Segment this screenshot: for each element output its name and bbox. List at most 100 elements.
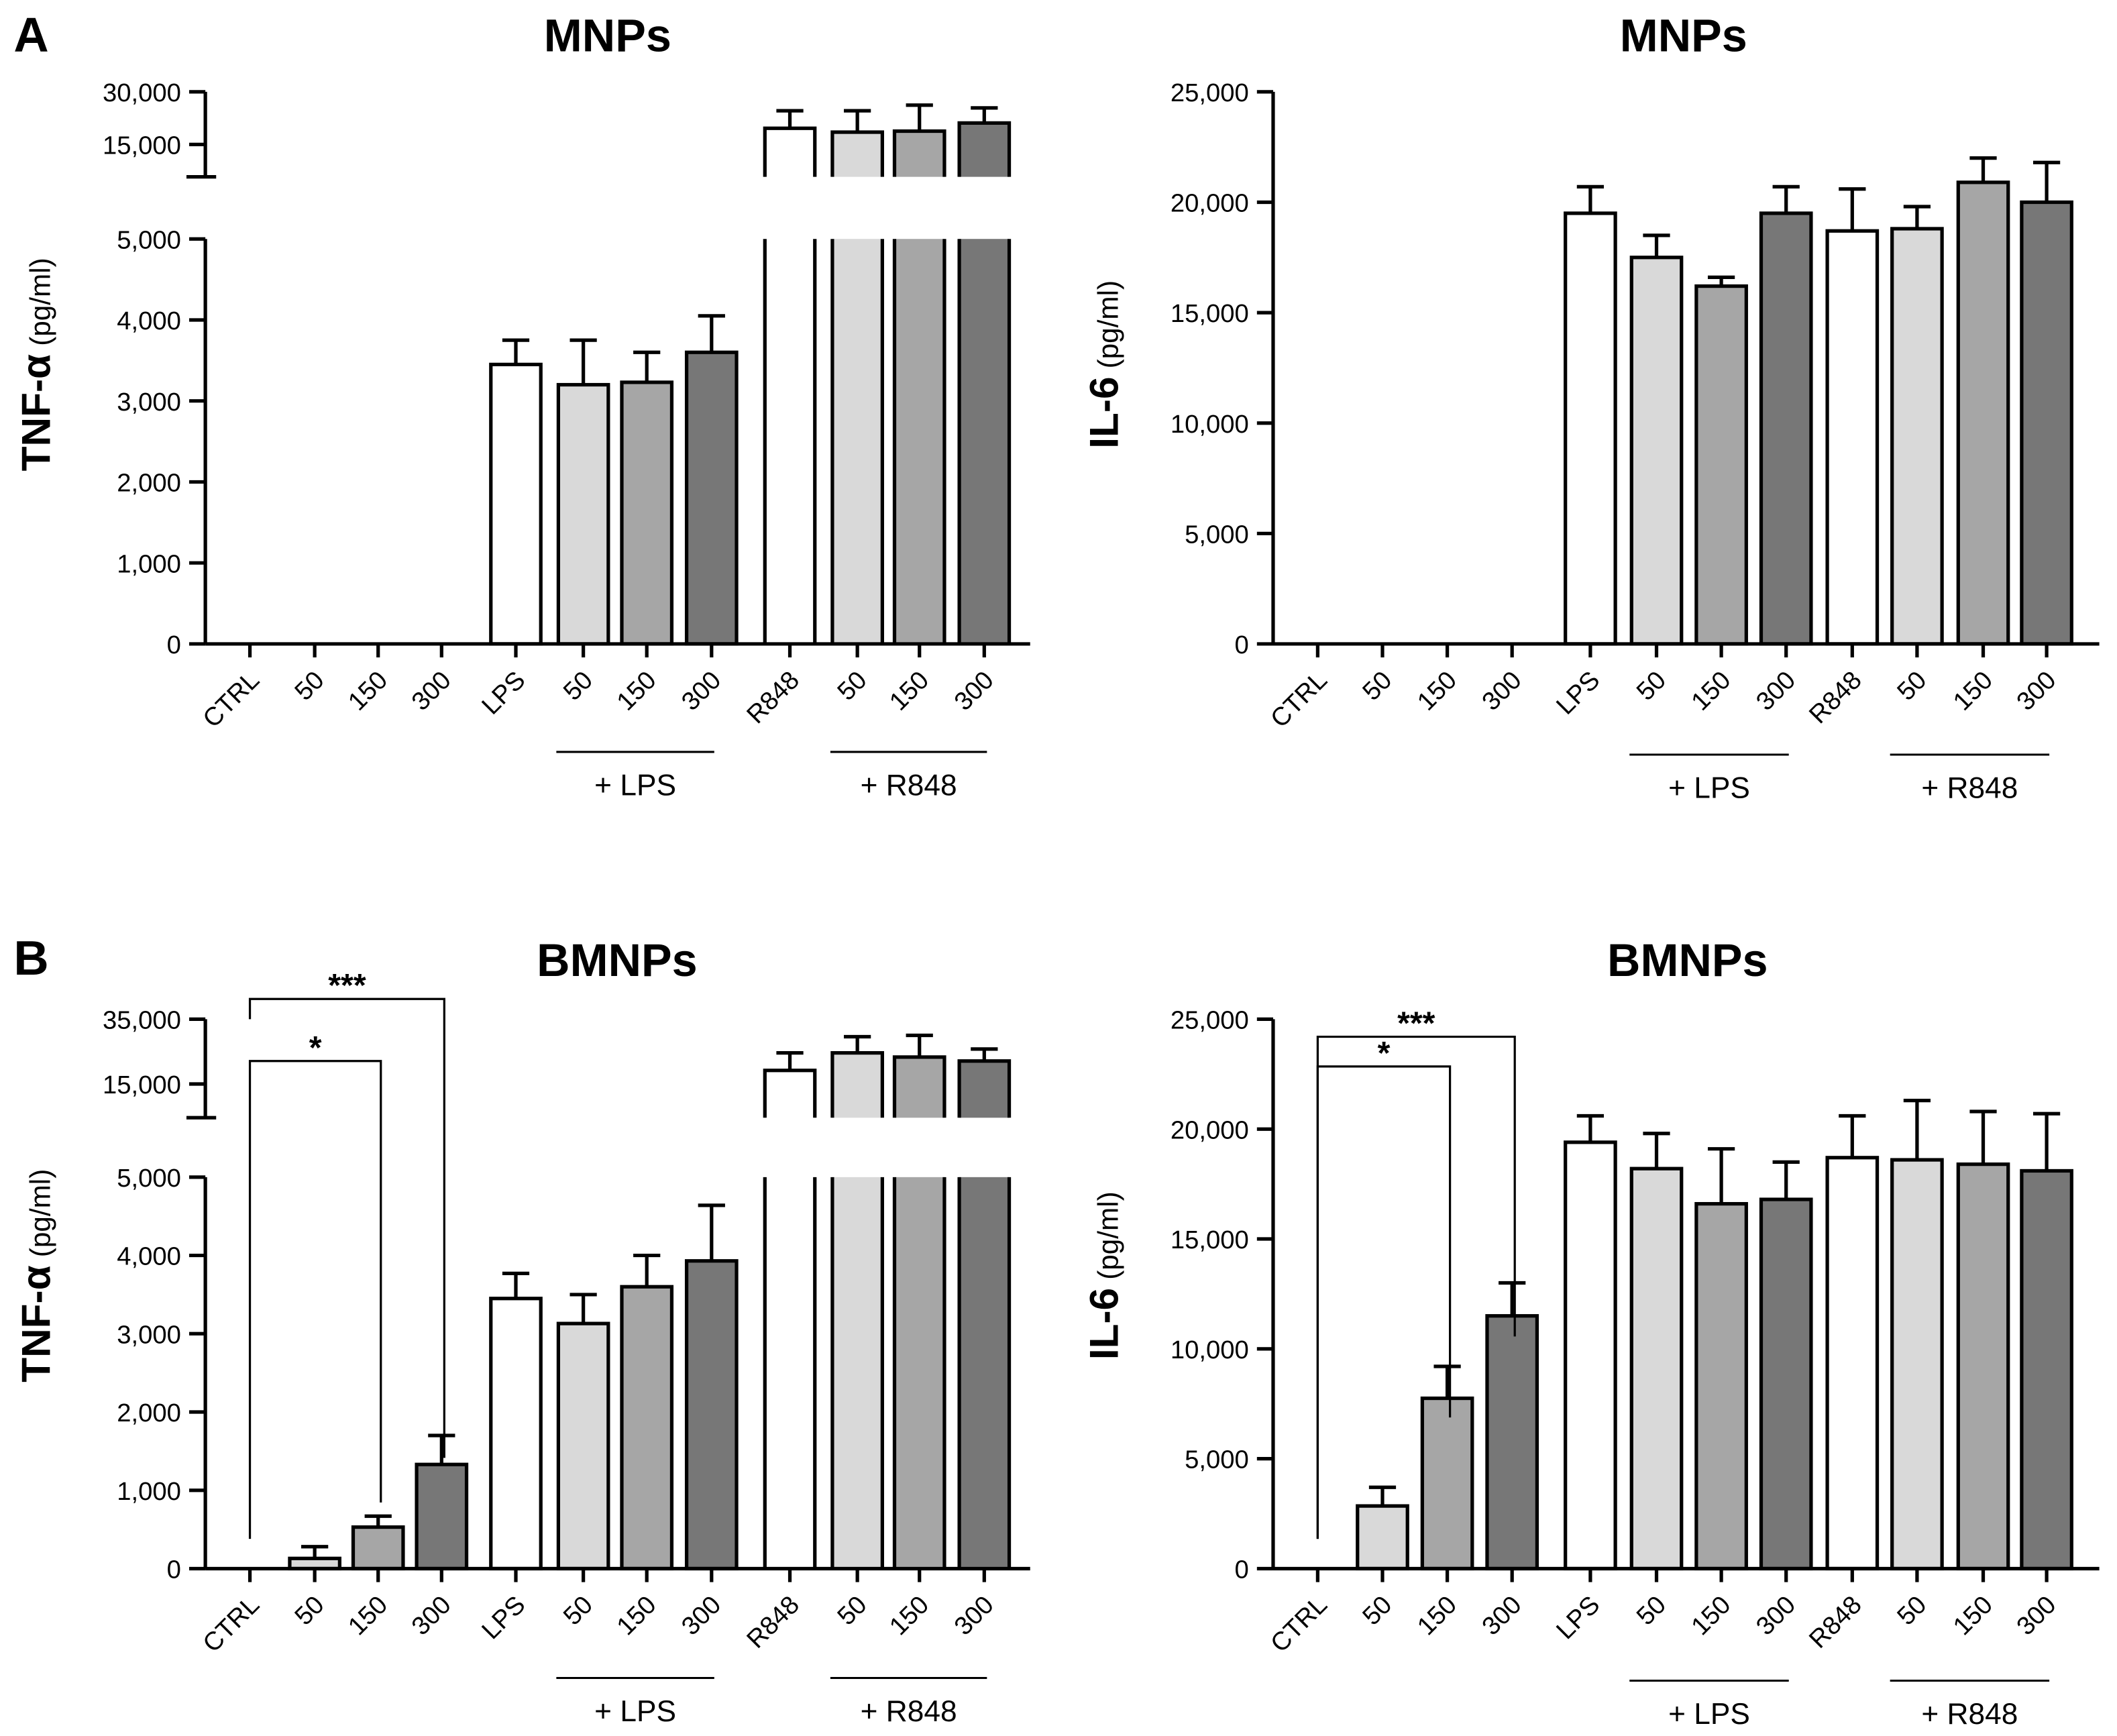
bar xyxy=(1629,256,1684,646)
x-tick-label: 150 xyxy=(884,1590,935,1641)
group-label: + LPS xyxy=(1668,771,1750,804)
x-tick-label: R848 xyxy=(1804,1590,1867,1654)
bar-upper-segment xyxy=(832,132,883,177)
bar-upper-segment xyxy=(765,128,815,177)
x-tick-label: 300 xyxy=(948,1590,999,1641)
error-bar xyxy=(776,109,804,129)
y-tick-label: 15,000 xyxy=(1171,1226,1249,1254)
error-bar xyxy=(1368,1485,1397,1507)
bar xyxy=(620,380,674,646)
y-tick-label: 3,000 xyxy=(117,388,181,417)
bar xyxy=(1890,227,1944,646)
bar xyxy=(1694,1201,1748,1571)
x-tick-label: 300 xyxy=(406,1590,457,1641)
y-tick-label: 5,000 xyxy=(1185,1446,1249,1474)
y-axis-label-main: IL-6 xyxy=(1081,376,1127,448)
error-bar xyxy=(776,1051,804,1071)
y-tick-label: 1,000 xyxy=(117,1477,181,1506)
x-tick-label: 50 xyxy=(558,1590,598,1631)
y-tick-label: 25,000 xyxy=(1171,78,1249,107)
bar-lower-segment xyxy=(765,1177,815,1569)
x-tick-label: 50 xyxy=(1631,1590,1672,1631)
bar xyxy=(556,382,610,646)
x-tick-label: 50 xyxy=(289,1590,329,1631)
error-bar xyxy=(971,1047,998,1061)
bar-upper-segment xyxy=(959,123,1010,177)
y-tick-label: 30,000 xyxy=(103,78,181,107)
x-tick-label: LPS xyxy=(1551,1590,1605,1645)
bar-lower-edge xyxy=(892,239,946,644)
bar-upper-segment xyxy=(765,1070,815,1118)
error-bar xyxy=(1772,1160,1800,1200)
chart-b-tnf-bmnps: B BMNPs TNF-α (pg/ml) 0 1,000 2,000 3,000 4,000 5… xyxy=(13,931,1030,1728)
x-tick-label: CTRL xyxy=(197,665,265,733)
y-axis-label-main: IL-6 xyxy=(1081,1288,1127,1360)
x-tick-label: 150 xyxy=(1686,1590,1737,1641)
bar-lower-edge xyxy=(763,1177,817,1569)
chart-title: MNPs xyxy=(1620,10,1747,61)
x-tick-label: 150 xyxy=(1686,665,1737,716)
bar xyxy=(1759,1197,1813,1571)
error-bar xyxy=(698,314,725,353)
chart-title: MNPs xyxy=(544,10,671,61)
y-axis-label: TNF-α (pg/ml) xyxy=(13,1169,59,1382)
x-tick-label: R848 xyxy=(741,1590,805,1654)
bar xyxy=(489,362,543,646)
error-bar xyxy=(1707,1147,1735,1204)
bar xyxy=(1564,1140,1617,1571)
y-tick-label: 2,000 xyxy=(117,469,181,498)
x-tick-label: 150 xyxy=(611,1590,662,1641)
group-label: + LPS xyxy=(1668,1698,1750,1731)
error-bar xyxy=(844,1034,871,1053)
error-bar xyxy=(698,1203,725,1261)
bar-lower-edge xyxy=(830,1177,884,1569)
x-tick-label: CTRL xyxy=(1265,1590,1333,1658)
error-bar xyxy=(1969,156,1997,182)
y-tick-label: 1,000 xyxy=(117,549,181,578)
bar xyxy=(415,1462,469,1571)
y-axis-label: TNF-α (pg/ml) xyxy=(13,258,59,471)
y-axis-label-unit: (pg/ml) xyxy=(1093,1191,1124,1279)
error-bar xyxy=(1839,187,1866,231)
y-tick-label: 25,000 xyxy=(1171,1006,1249,1034)
bar xyxy=(1956,180,2010,646)
error-bar xyxy=(502,1271,530,1299)
y-axis-label-main: TNF-α xyxy=(13,1265,59,1382)
x-tick-label: 300 xyxy=(406,665,457,716)
chart-title: BMNPs xyxy=(537,935,697,986)
bar-upper-segment xyxy=(832,1052,883,1118)
error-bar xyxy=(1969,1109,1997,1164)
x-tick-label: 150 xyxy=(1412,665,1463,716)
group-label: + R848 xyxy=(1921,1698,2018,1731)
bar-lower-edge xyxy=(892,1177,946,1569)
bar-lower-segment xyxy=(832,1177,883,1569)
error-bar xyxy=(428,1433,455,1465)
x-tick-label: CTRL xyxy=(197,1590,265,1658)
error-bar xyxy=(1903,205,1931,229)
error-bar xyxy=(844,109,871,133)
bar-lower-segment xyxy=(959,239,1010,644)
panel-label: B xyxy=(13,931,48,985)
error-bar xyxy=(1643,1132,1670,1169)
bar-upper-segment xyxy=(894,1056,944,1118)
bar-lower-edge xyxy=(830,239,884,644)
y-tick-label: 20,000 xyxy=(1171,189,1249,218)
x-tick-label: 50 xyxy=(1892,1590,1932,1631)
group-label: + R848 xyxy=(861,769,957,802)
x-tick-label: R848 xyxy=(741,665,805,729)
error-bar xyxy=(1772,184,1800,213)
x-tick-label: 300 xyxy=(1476,1590,1527,1641)
x-tick-label: 150 xyxy=(343,1590,394,1641)
panel-label: A xyxy=(13,7,48,62)
y-tick-label: 35,000 xyxy=(103,1006,181,1034)
bar xyxy=(684,350,739,646)
y-tick-label: 0 xyxy=(1234,1556,1248,1584)
error-bar xyxy=(1433,1364,1461,1399)
group-label: + LPS xyxy=(594,769,676,802)
bar xyxy=(1825,1156,1880,1571)
x-tick-label: LPS xyxy=(476,1590,531,1645)
chart-title: BMNPs xyxy=(1607,935,1768,986)
significance-bracket xyxy=(248,1060,382,1539)
bar xyxy=(2020,1169,2073,1571)
